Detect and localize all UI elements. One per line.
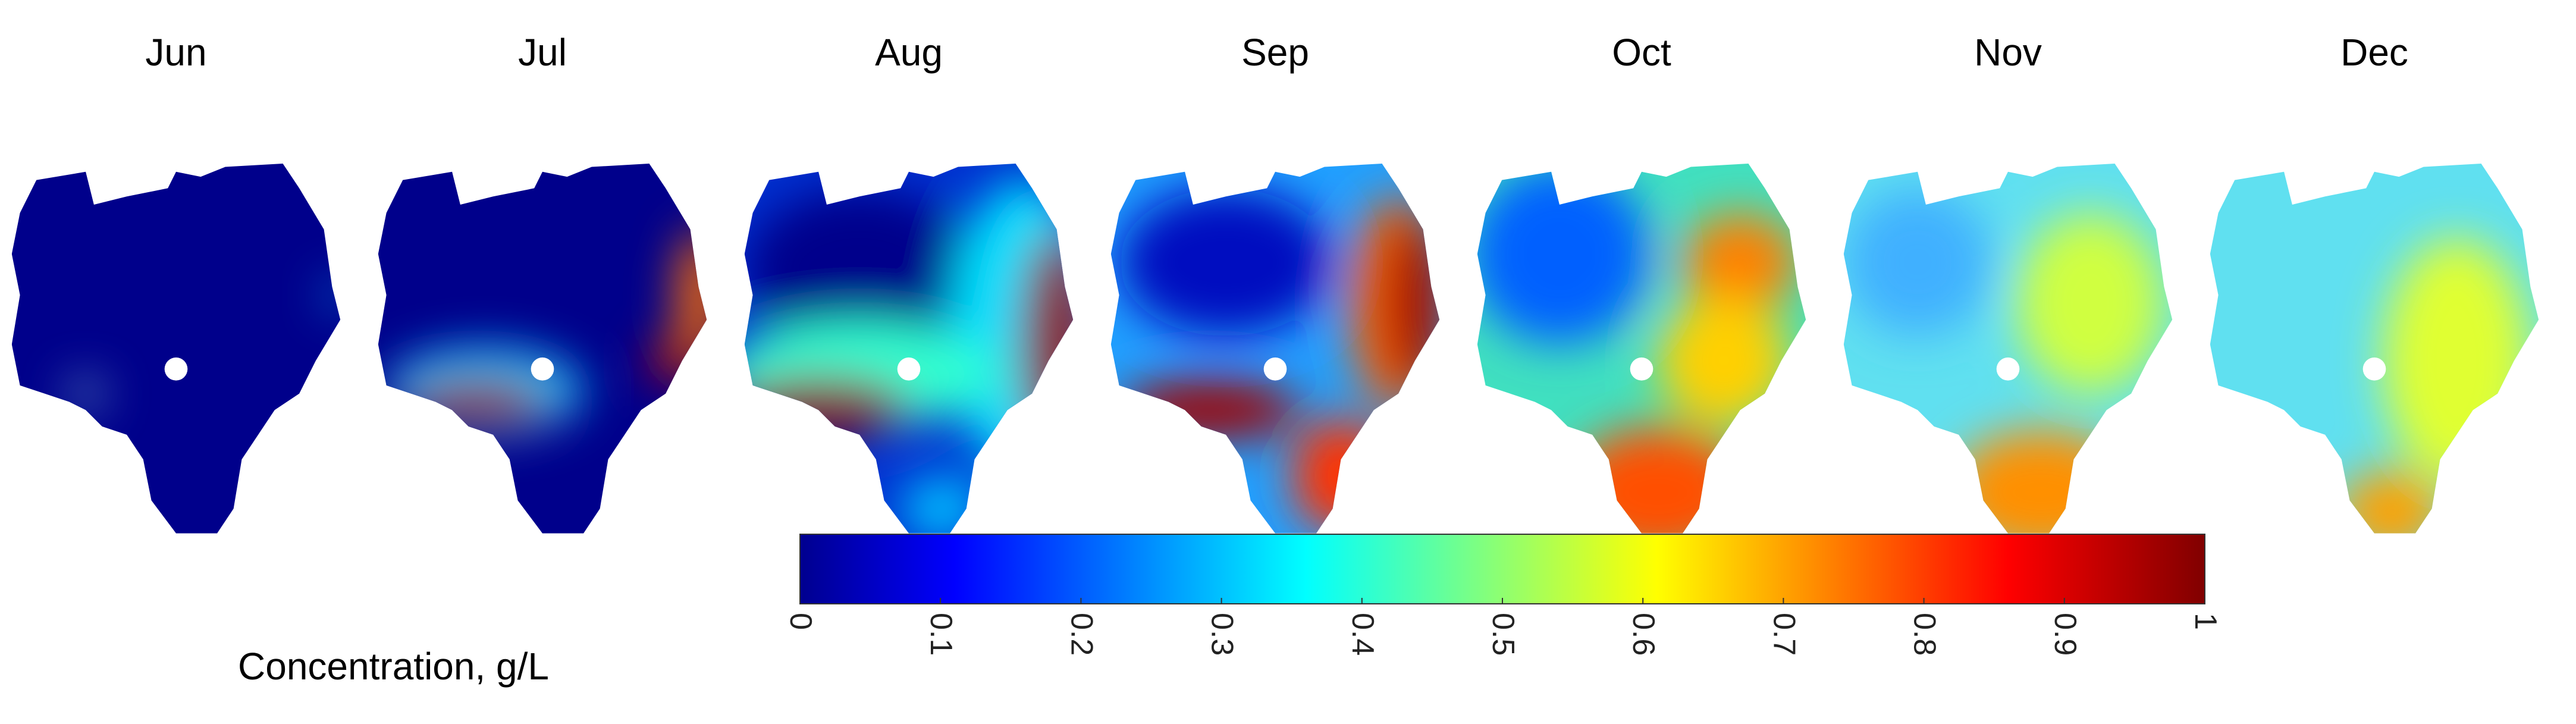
colorbar-tick-label: 0.2 bbox=[1064, 613, 1099, 656]
colorbar-tick-label: 0 bbox=[783, 613, 818, 630]
map bbox=[744, 164, 1074, 534]
map-field bbox=[1110, 164, 1440, 534]
map-field bbox=[744, 164, 1074, 534]
colorbar-tick-label: 0.9 bbox=[2048, 613, 2082, 656]
colorbar-tick-label: 0.1 bbox=[924, 613, 958, 656]
field-patch bbox=[403, 378, 551, 425]
panel-title: Dec bbox=[2340, 31, 2408, 74]
island bbox=[1996, 357, 2020, 381]
panel-title: Nov bbox=[1974, 31, 2042, 74]
field-patch bbox=[744, 377, 909, 437]
field-patch bbox=[1020, 229, 1074, 460]
panel-title: Jul bbox=[518, 31, 567, 74]
colorbar: Concentration, g/L 0 0.1 0.2 0.3 0.4 0.5 0.6 0.… bbox=[238, 534, 2223, 688]
map-field bbox=[378, 164, 707, 534]
field-patch bbox=[1658, 294, 1790, 427]
island bbox=[1630, 357, 1653, 381]
map-field bbox=[1843, 164, 2173, 534]
field-patch bbox=[1843, 188, 1992, 337]
map bbox=[2210, 164, 2539, 534]
field-patch bbox=[76, 385, 96, 402]
field-patch bbox=[1119, 380, 1300, 440]
panel-title: Oct bbox=[1612, 31, 1671, 74]
island bbox=[897, 357, 921, 381]
field-patch bbox=[1477, 164, 1650, 344]
field-patch bbox=[1119, 188, 1333, 337]
map bbox=[378, 164, 707, 534]
map-field bbox=[11, 164, 341, 534]
colorbar-tick-label: 0.6 bbox=[1626, 613, 1661, 656]
map-base bbox=[11, 164, 341, 534]
colorbar-tick-label: 1 bbox=[2188, 613, 2223, 630]
field-patch bbox=[1291, 418, 1391, 534]
field-patch bbox=[328, 278, 341, 312]
map-field bbox=[1477, 164, 1806, 534]
field-patch bbox=[677, 229, 707, 361]
panel-title: Jun bbox=[145, 31, 206, 74]
island bbox=[2362, 357, 2386, 381]
map bbox=[1477, 164, 1806, 534]
island bbox=[1263, 357, 1287, 381]
field-patch bbox=[900, 475, 983, 534]
colorbar-tick-label: 0.8 bbox=[1907, 613, 1942, 656]
colorbar-tick-label: 0.3 bbox=[1205, 613, 1240, 656]
colorbar-tick-label: 0.7 bbox=[1767, 613, 1801, 656]
maps: Jun Jul Aug Sep Oct Nov Dec bbox=[11, 31, 2539, 534]
map bbox=[1110, 164, 1440, 534]
field-patch bbox=[2016, 212, 2164, 394]
field-patch bbox=[744, 188, 975, 353]
panel-title: Aug bbox=[875, 31, 943, 74]
map-field bbox=[2210, 164, 2539, 534]
colorbar-gradient bbox=[799, 534, 2205, 604]
field-patch bbox=[2338, 471, 2444, 534]
field-patch bbox=[1683, 212, 1798, 312]
panel-title: Sep bbox=[1241, 31, 1309, 74]
colorbar-tick-label: 0.5 bbox=[1486, 613, 1520, 656]
colorbar-label: Concentration, g/L bbox=[238, 645, 549, 688]
field-patch bbox=[651, 337, 697, 384]
map bbox=[1843, 164, 2173, 534]
field-patch bbox=[1385, 212, 1440, 394]
island bbox=[531, 357, 554, 381]
map bbox=[11, 164, 341, 534]
field-patch bbox=[2382, 237, 2531, 484]
colorbar-tick-label: 0.4 bbox=[1345, 613, 1380, 656]
island bbox=[164, 357, 188, 381]
